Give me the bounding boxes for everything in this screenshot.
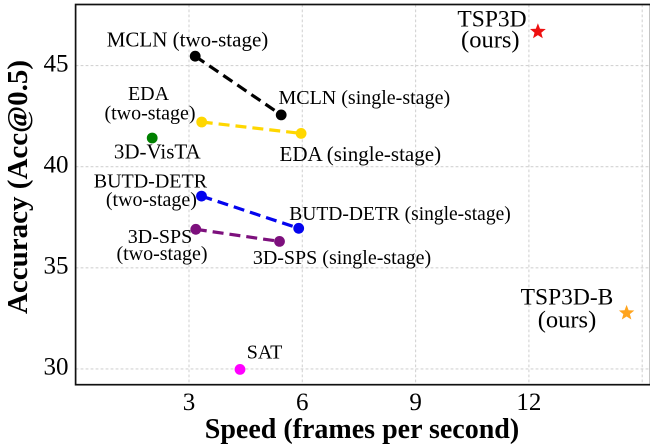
- svg-text:(ours): (ours): [461, 26, 520, 53]
- svg-text:MCLN (single-stage): MCLN (single-stage): [278, 87, 450, 109]
- svg-text:MCLN (two-stage): MCLN (two-stage): [107, 28, 269, 52]
- svg-text:6: 6: [296, 389, 309, 416]
- svg-text:SAT: SAT: [247, 342, 283, 364]
- svg-text:BUTD-DETR (single-stage): BUTD-DETR (single-stage): [289, 204, 511, 225]
- svg-text:Speed (frames per second): Speed (frames per second): [205, 414, 519, 445]
- svg-text:40: 40: [44, 151, 69, 178]
- svg-text:EDA: EDA: [128, 83, 170, 105]
- svg-text:3D-SPS: 3D-SPS: [128, 226, 192, 248]
- svg-text:BUTD-DETR: BUTD-DETR: [94, 170, 208, 192]
- svg-text:(two-stage): (two-stage): [116, 243, 207, 265]
- svg-text:3: 3: [183, 389, 196, 416]
- svg-text:12: 12: [516, 389, 541, 416]
- svg-text:TSP3D: TSP3D: [457, 7, 526, 33]
- svg-text:(ours): (ours): [538, 307, 597, 334]
- svg-text:9: 9: [409, 389, 422, 416]
- svg-text:35: 35: [44, 253, 69, 280]
- svg-text:30: 30: [44, 354, 69, 381]
- svg-text:Accuracy (Acc@0.5): Accuracy (Acc@0.5): [2, 60, 34, 314]
- svg-text:EDA (single-stage): EDA (single-stage): [280, 142, 442, 166]
- svg-text:3D-SPS (single-stage): 3D-SPS (single-stage): [253, 247, 431, 269]
- svg-text:TSP3D-B: TSP3D-B: [521, 285, 614, 311]
- svg-text:(two-stage): (two-stage): [106, 189, 197, 211]
- svg-text:3D-VisTA: 3D-VisTA: [114, 140, 202, 164]
- svg-text:(two-stage): (two-stage): [104, 103, 195, 125]
- svg-text:45: 45: [44, 50, 69, 77]
